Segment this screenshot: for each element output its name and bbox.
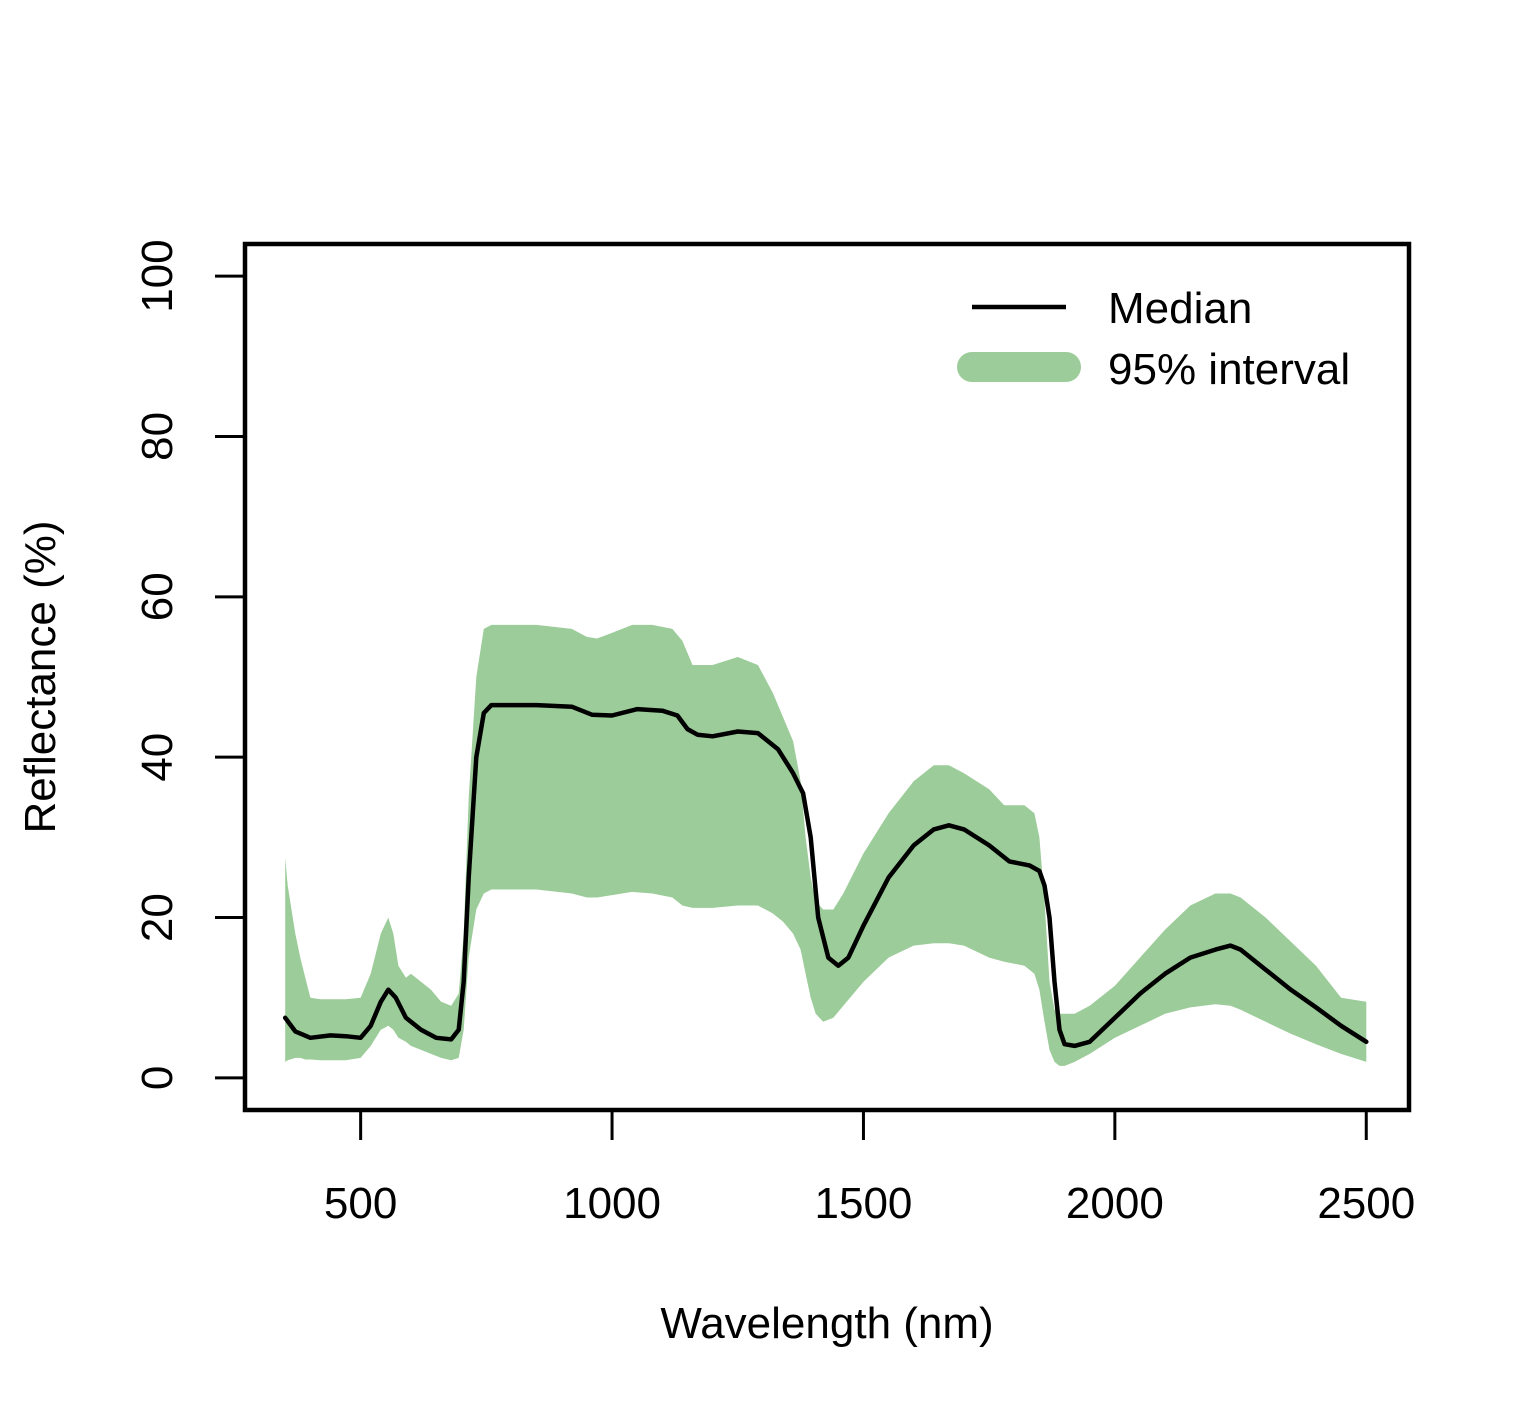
y-axis: 0 20 40 60 80 100 — [133, 239, 247, 1090]
y-tick-label: 60 — [133, 572, 182, 621]
interval-band — [285, 624, 1367, 1066]
median-line — [282, 702, 1369, 1049]
x-tick-label: 2500 — [1317, 1179, 1415, 1228]
interval-band-layer — [285, 624, 1367, 1066]
y-tick-label: 100 — [133, 239, 182, 312]
x-axis: 500 1000 1500 2000 2500 — [324, 1108, 1415, 1228]
legend-label-median: Median — [1108, 284, 1252, 333]
x-axis-label: Wavelength (nm) — [660, 1299, 993, 1348]
y-tick-label: 40 — [133, 733, 182, 782]
x-tick-label: 2000 — [1066, 1179, 1164, 1228]
y-tick-label: 0 — [133, 1066, 182, 1090]
legend-label-interval: 95% interval — [1108, 345, 1350, 394]
x-tick-label: 500 — [324, 1179, 397, 1228]
x-tick-label: 1500 — [815, 1179, 913, 1228]
y-tick-label: 80 — [133, 412, 182, 461]
median-line-layer — [282, 702, 1369, 1049]
legend: Median 95% interval — [957, 284, 1350, 394]
y-tick-label: 20 — [133, 893, 182, 942]
y-axis-label: Reflectance (%) — [16, 520, 65, 833]
x-tick-label: 1000 — [563, 1179, 661, 1228]
